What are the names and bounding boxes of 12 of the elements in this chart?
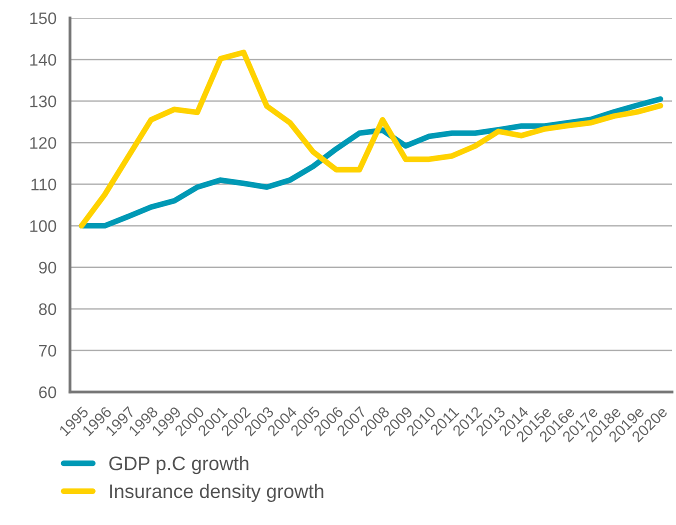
y-tick-label: 150: [30, 12, 56, 24]
y-tick-label: 110: [32, 178, 56, 190]
legend-label: GDP p.C growth: [109, 456, 248, 474]
y-tick-label: 120: [30, 137, 56, 149]
y-tick-label: 70: [39, 344, 56, 357]
legend-label: Insurance density growth: [110, 484, 324, 502]
y-tick-label: 90: [39, 262, 56, 274]
y-tick-label: 100: [30, 220, 56, 232]
y-tick-label: 140: [30, 54, 56, 66]
y-tick-label: 60: [39, 386, 56, 398]
y-tick-label: 130: [30, 96, 56, 108]
y-tick-label: 80: [38, 303, 56, 316]
